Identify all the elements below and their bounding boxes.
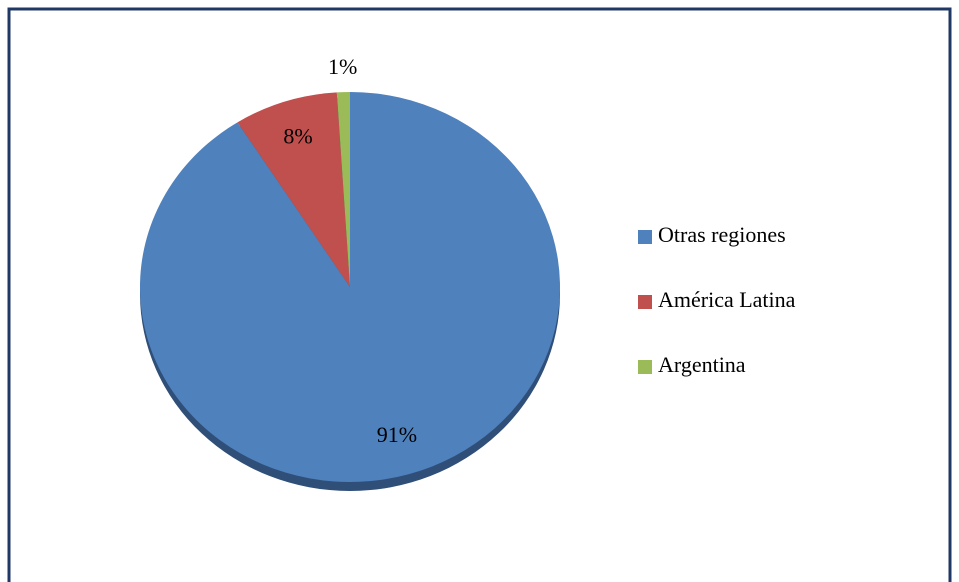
legend-swatch (638, 360, 652, 374)
legend-label: América Latina (658, 287, 796, 312)
data-label: 91% (377, 422, 417, 447)
data-labels: 91% 8% 1% (283, 54, 417, 447)
pie-slice (140, 92, 561, 483)
legend-label: Argentina (658, 352, 746, 377)
data-label: 8% (283, 124, 312, 149)
pie-slice (237, 92, 350, 287)
legend-label: Otras regiones (658, 222, 786, 247)
pie-slice (336, 92, 350, 287)
data-label: 1% (328, 54, 357, 79)
legend: Otras regiones América Latina Argentina (638, 222, 796, 377)
legend-swatch (638, 295, 652, 309)
legend-swatch (638, 230, 652, 244)
pie (140, 92, 561, 483)
